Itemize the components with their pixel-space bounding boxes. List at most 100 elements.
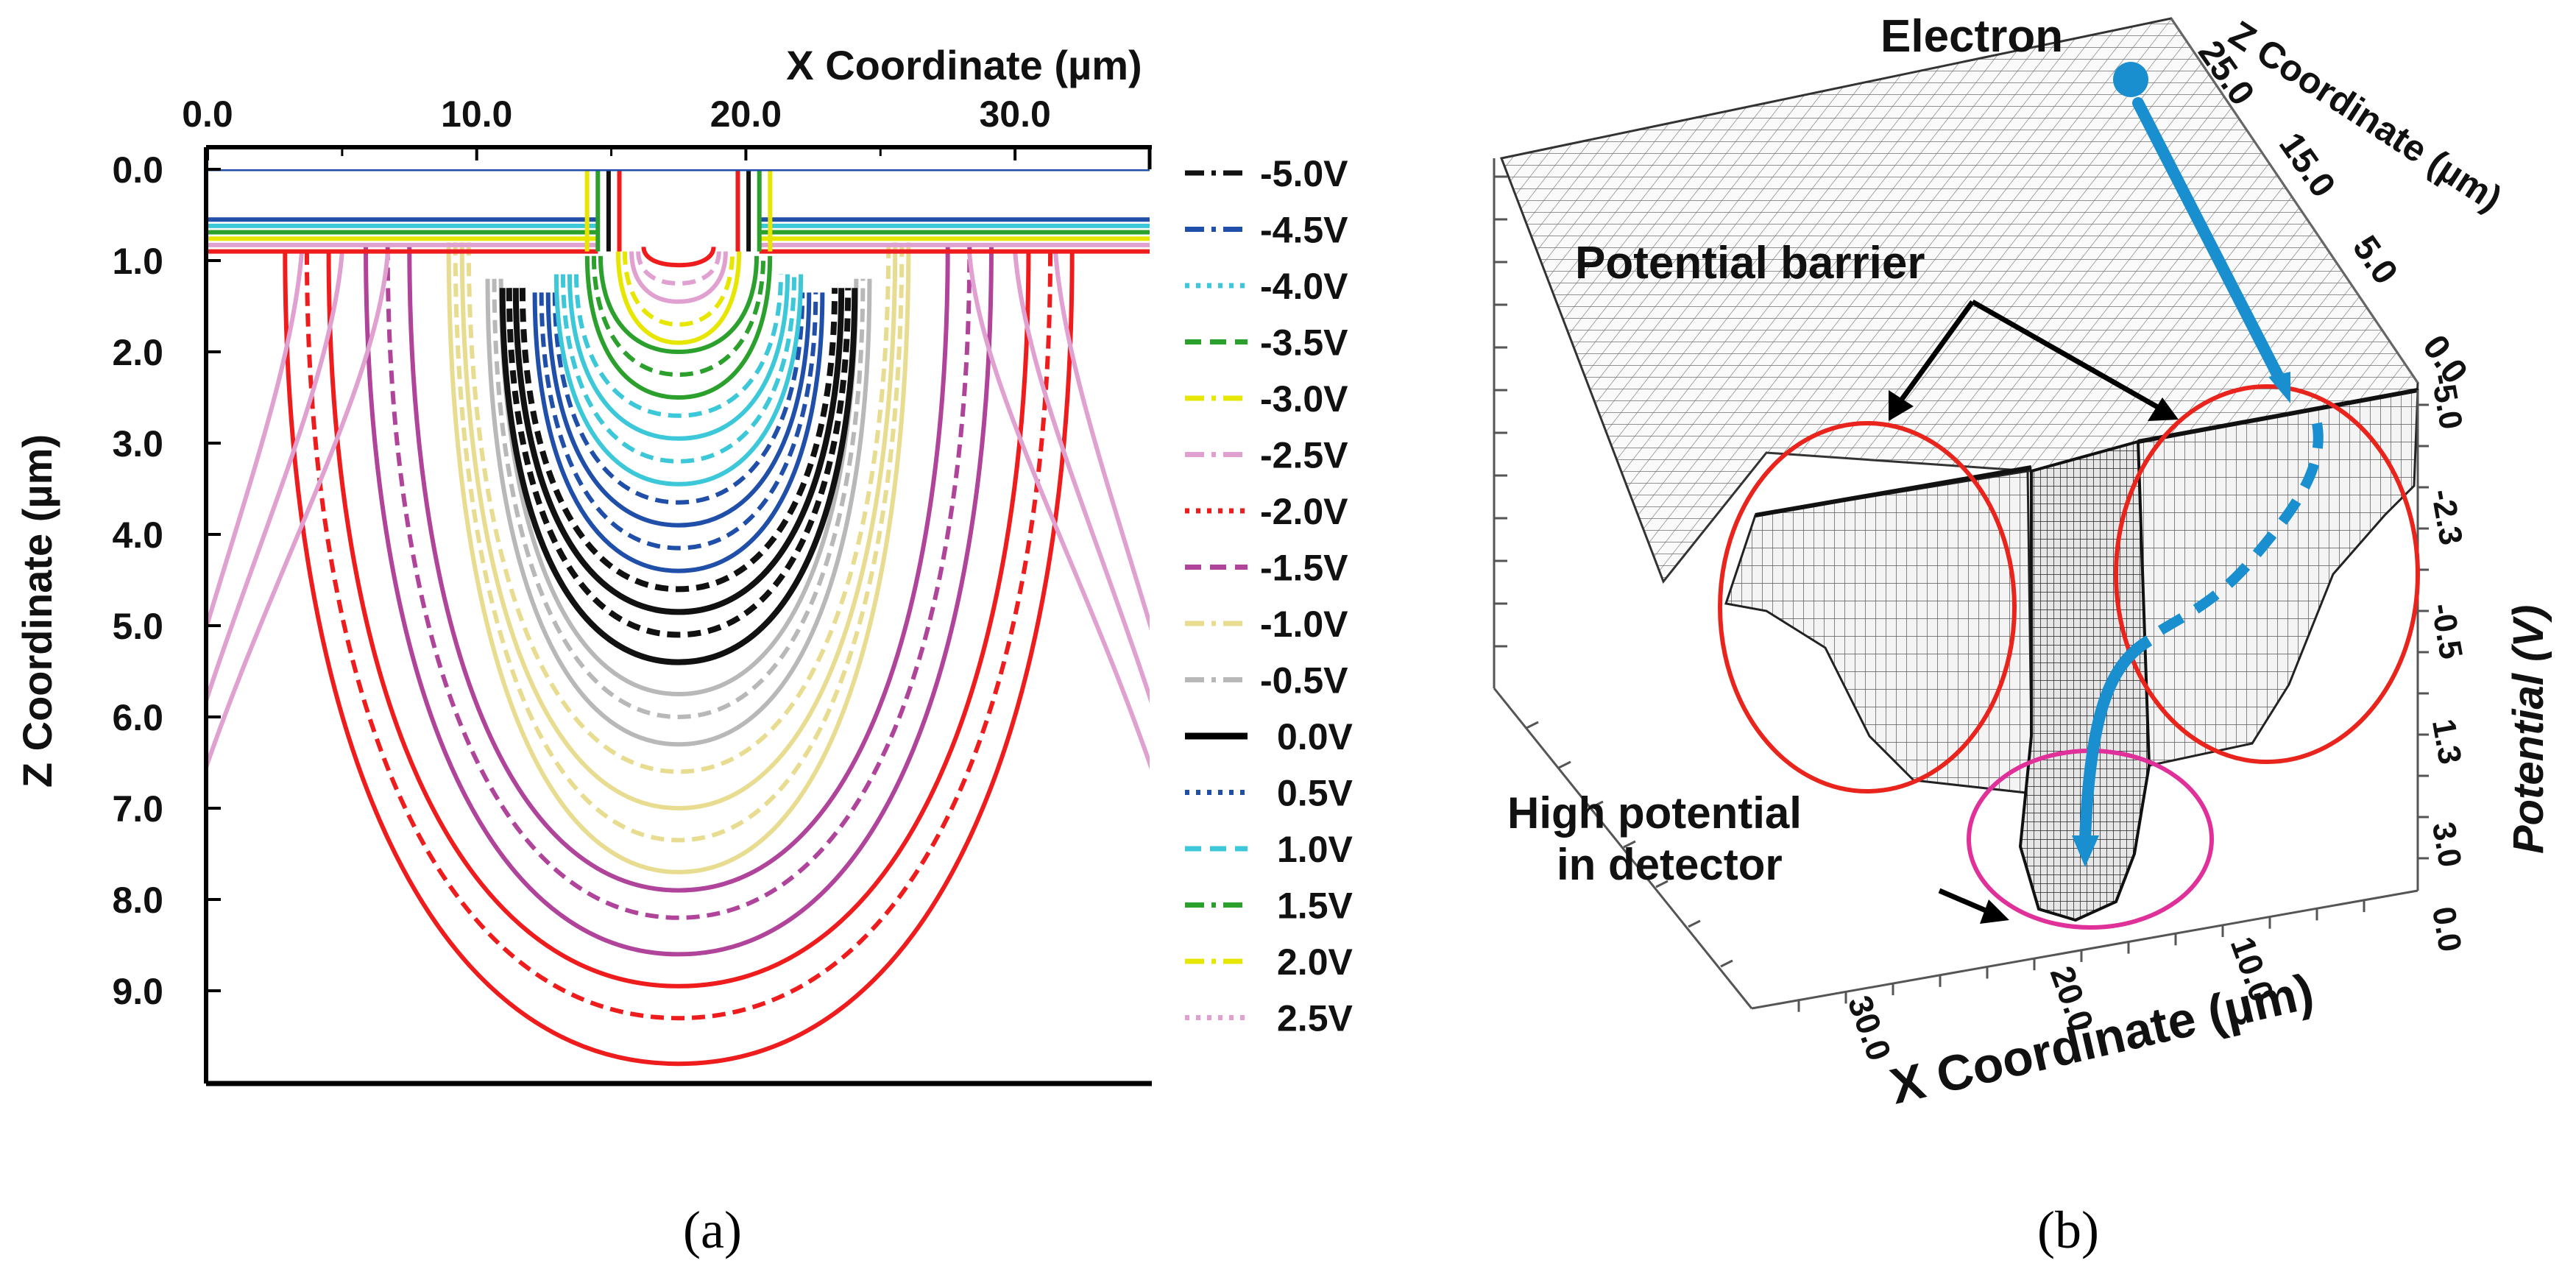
legend-label: 1.5V (1277, 886, 1354, 927)
legend-label: -1.5V (1260, 548, 1348, 589)
high-potential-label-line2: in detector (1557, 840, 1783, 889)
base-axes (1751, 18, 2419, 1012)
contour-line-outer (1053, 251, 1150, 631)
contour-lines (208, 169, 1150, 1067)
diag-tick (1623, 840, 1636, 849)
x-tick-label: 0.0 (182, 93, 233, 135)
diag-tick (1720, 959, 1733, 968)
contour-line-blue (545, 292, 812, 528)
contour-line-barrier (499, 288, 858, 665)
y-tick-label: 9.0 (112, 971, 163, 1012)
potential-tick-label: -5.0 (2424, 371, 2469, 432)
contour-line-red-core (641, 247, 716, 268)
contour-line-pink-core (629, 251, 728, 304)
x-tick-label: 30.0 (979, 93, 1050, 135)
y-tick-label: 8.0 (112, 880, 163, 921)
contour-line-gray (492, 278, 866, 720)
legend-label: 2.5V (1277, 998, 1354, 1039)
diag-tick (1526, 721, 1539, 729)
contour-line-green (591, 255, 766, 378)
y-tick-label: 4.0 (112, 515, 163, 556)
diag-tick (1655, 880, 1669, 888)
electron-marker (2113, 62, 2148, 97)
contour-line-outer (1013, 251, 1150, 704)
legend-label: 2.0V (1277, 941, 1354, 983)
potential-tick-label: 3.0 (2425, 819, 2469, 870)
contour-line-magenta (385, 247, 972, 920)
contour-line-cyan (560, 274, 797, 464)
x-axis-title: X Coordinate (µm) (786, 42, 1142, 88)
plot-frame (204, 145, 1152, 1086)
contour-line-magenta (364, 247, 994, 957)
contour-line-green (584, 255, 773, 400)
barrier-circle-right (2114, 384, 2420, 764)
legend-label: -1.0V (1260, 604, 1348, 645)
contour-line-barrier (506, 288, 852, 638)
contour-line-red (283, 251, 1075, 1067)
barrier-circle-left (1718, 421, 2017, 793)
contour-line-blue (552, 292, 805, 505)
caption-b: (b) (2037, 1201, 2099, 1259)
contour-line-magenta (407, 247, 950, 893)
contour-line-khaki (453, 242, 905, 843)
x-axis-ticks: 0.0 10.0 20.0 30.0 (182, 93, 1151, 160)
high-potential-label-line1: High potential (1507, 788, 1802, 838)
contour-line-yellow (615, 251, 742, 345)
y-tick-label: 0.0 (112, 149, 163, 191)
y-axis-ticks: 0.0 1.0 2.0 3.0 4.0 5.0 6.0 7.0 8.0 9.0 (112, 149, 221, 1012)
y-tick-label: 2.0 (112, 332, 163, 373)
legend-label: 0.0V (1277, 716, 1354, 757)
legend-label: -0.5V (1260, 660, 1348, 701)
potential-surface (1499, 17, 2419, 922)
y-tick-label: 5.0 (112, 606, 163, 647)
z-tick-label: 5.0 (2345, 229, 2405, 291)
contour-line-green (598, 255, 760, 355)
contour-line-outer (208, 251, 344, 704)
contour-line-khaki (446, 242, 911, 874)
legend-label: -5.0V (1260, 153, 1348, 194)
contour-line-outer (966, 251, 1150, 770)
legend-label: -3.5V (1260, 322, 1348, 364)
b-potential-axis-title: Potential (V) (2505, 605, 2552, 854)
potential-tick-label: 0.0 (2425, 904, 2469, 955)
contour-line-outer (208, 251, 391, 770)
contour-line-red (304, 251, 1053, 1021)
legend-label: 0.5V (1277, 773, 1354, 814)
diag-tick (1590, 800, 1604, 809)
y-tick-label: 7.0 (112, 788, 163, 830)
electron-label: Electron (1880, 11, 2063, 62)
potential-tick-label: 1.3 (2425, 716, 2469, 767)
potential-tick-labels: -5.0 -2.3 -0.5 1.3 3.0 0.0 (2424, 371, 2469, 955)
potential-tick-label: -0.5 (2424, 601, 2469, 662)
barrier-arrows (1889, 299, 2179, 924)
legend-label: 1.0V (1277, 829, 1354, 870)
contour-line-outer (208, 251, 304, 631)
diag-tick (1558, 760, 1571, 769)
legend-label: -4.5V (1260, 210, 1348, 251)
contour-line-khaki (459, 242, 898, 811)
legend-label: -3.0V (1260, 378, 1348, 420)
legend-label: -2.0V (1260, 491, 1348, 532)
panel-a-contour-plot: 0.0 10.0 20.0 30.0 0.0 1.0 2.0 3.0 4.0 5.0 6.0 7.0… (14, 42, 1354, 1259)
contour-line-yellow (622, 251, 735, 327)
contour-line-barrier (512, 288, 845, 615)
caption-a: (a) (683, 1201, 742, 1259)
left-axis (1493, 158, 1753, 1009)
y-tick-label: 3.0 (112, 423, 163, 464)
contour-line-cyan (574, 274, 783, 418)
x-tick-label: 10.0 (441, 93, 512, 135)
barrier-label: Potential barrier (1575, 238, 1925, 289)
legend: -5.0V -4.5V -4.0V -3.5V -3.0V -2.5V -2.0V -1.5V… (1185, 153, 1354, 1039)
contour-line-gray (485, 278, 872, 747)
y-tick-label: 1.0 (112, 241, 163, 282)
contour-line-barrier (519, 288, 838, 593)
b-x-tick-label: 30.0 (1841, 991, 1899, 1066)
legend-label: -2.5V (1260, 435, 1348, 476)
legend-label: -4.0V (1260, 266, 1348, 307)
y-axis-title: Z Coordinate (µm) (14, 434, 60, 788)
b-x-axis-title: X Coordinate (µm) (1885, 964, 2318, 1115)
potential-axis (2416, 390, 2429, 891)
diag-tick (1688, 919, 1701, 928)
contour-line-blue (539, 292, 818, 551)
